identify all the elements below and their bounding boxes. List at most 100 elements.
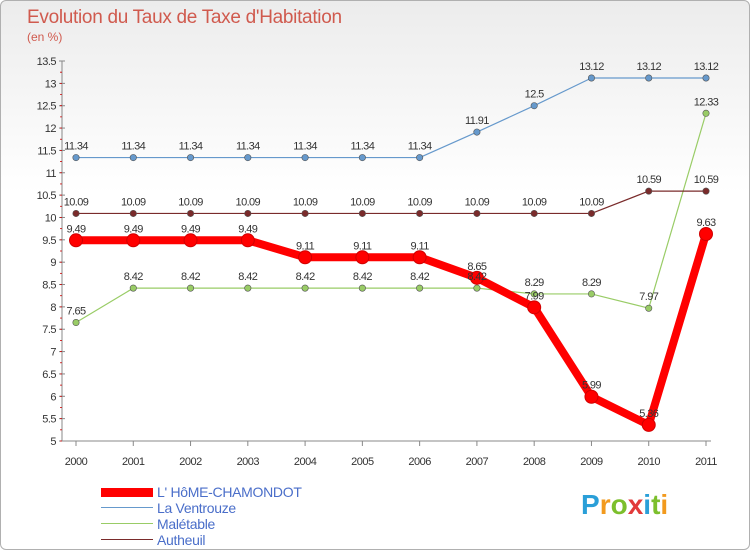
data-point xyxy=(412,250,427,265)
y-tick-label: 10.5 xyxy=(37,190,57,202)
data-point xyxy=(187,284,195,292)
data-point xyxy=(358,154,366,162)
data-point xyxy=(702,109,710,117)
x-tick-label: 2008 xyxy=(523,456,546,468)
data-point xyxy=(244,284,252,292)
data-label: 11.91 xyxy=(465,115,489,127)
y-tick-label: 8 xyxy=(50,302,56,314)
y-tick-label: 9.5 xyxy=(42,235,56,247)
data-label: 8.42 xyxy=(238,271,257,283)
data-point xyxy=(72,154,80,162)
x-tick-label: 2007 xyxy=(466,456,489,468)
data-point xyxy=(69,233,83,248)
brand-letter: t xyxy=(651,489,661,520)
data-label: 8.42 xyxy=(181,271,200,283)
data-point xyxy=(645,74,653,82)
data-label: 9.11 xyxy=(353,240,372,252)
data-label: 10.09 xyxy=(178,196,203,208)
data-label: 9.63 xyxy=(696,217,715,229)
legend-label: L' HôME-CHAMONDOT xyxy=(157,484,302,500)
data-label: 12.33 xyxy=(694,96,719,108)
legend-label: Malétable xyxy=(157,516,216,532)
y-tick-label: 5.5 xyxy=(42,414,56,426)
data-point xyxy=(469,270,484,285)
data-label: 8.42 xyxy=(353,271,372,283)
data-label: 11.34 xyxy=(408,141,432,153)
data-point xyxy=(473,209,481,217)
data-point xyxy=(416,154,424,162)
data-point xyxy=(244,154,252,162)
y-tick-label: 13.5 xyxy=(37,56,57,68)
data-point xyxy=(244,209,252,217)
data-label: 10.09 xyxy=(350,196,375,208)
y-tick-label: 12.5 xyxy=(37,101,57,113)
y-tick-label: 11 xyxy=(46,168,57,180)
legend-swatch xyxy=(101,523,153,524)
data-label: 9.49 xyxy=(238,223,257,235)
data-point xyxy=(473,284,481,292)
data-point xyxy=(183,233,198,248)
data-point xyxy=(587,74,595,82)
y-tick-label: 11.5 xyxy=(37,145,56,157)
data-point xyxy=(530,102,538,110)
data-label: 10.09 xyxy=(522,196,547,208)
data-label: 8.29 xyxy=(525,277,544,289)
data-point xyxy=(530,290,538,298)
x-tick-label: 2005 xyxy=(351,456,374,468)
data-label: 9.49 xyxy=(66,223,85,235)
data-point xyxy=(301,209,309,217)
y-tick-label: 5 xyxy=(50,436,56,448)
data-label: 10.09 xyxy=(579,196,604,208)
data-label: 11.34 xyxy=(351,141,375,153)
data-point xyxy=(645,187,653,195)
data-label: 11.34 xyxy=(236,141,260,153)
data-point xyxy=(358,209,366,217)
data-point xyxy=(584,389,599,404)
y-tick-label: 7 xyxy=(50,347,56,359)
data-point xyxy=(702,187,710,195)
series-line xyxy=(76,77,706,159)
data-label: 11.34 xyxy=(179,141,203,153)
x-tick-label: 2001 xyxy=(122,456,145,468)
data-label: 13.12 xyxy=(694,61,719,73)
data-label: 13.12 xyxy=(636,61,661,73)
data-point xyxy=(641,417,656,432)
y-tick-label: 10 xyxy=(45,212,57,224)
x-tick-label: 2006 xyxy=(408,456,431,468)
data-label: 9.49 xyxy=(124,223,143,235)
data-label: 8.65 xyxy=(467,261,486,273)
x-tick-label: 2003 xyxy=(237,456,260,468)
series-line xyxy=(76,232,710,429)
y-tick-label: 12 xyxy=(45,123,57,135)
x-tick-label: 2004 xyxy=(294,456,317,468)
y-tick-label: 8.5 xyxy=(42,280,56,292)
data-label: 11.34 xyxy=(64,141,88,153)
data-label: 5.99 xyxy=(582,380,601,392)
data-point xyxy=(72,209,80,217)
y-tick-label: 7.5 xyxy=(42,324,56,336)
data-label: 10.09 xyxy=(64,196,89,208)
data-label: 7.97 xyxy=(639,291,658,303)
x-tick-label: 2002 xyxy=(179,456,202,468)
data-point xyxy=(702,74,710,82)
data-point xyxy=(240,233,255,248)
legend-label: La Ventrouze xyxy=(157,500,236,516)
data-label: 9.11 xyxy=(411,240,430,252)
brand-letter: x xyxy=(627,489,644,520)
data-point xyxy=(187,154,195,162)
data-point xyxy=(416,209,424,217)
brand-letter: i xyxy=(643,489,652,520)
data-point xyxy=(298,250,313,265)
brand-logo: Proxiti xyxy=(581,489,668,521)
series-line xyxy=(75,113,707,324)
data-label: 8.42 xyxy=(467,271,486,283)
data-label: 10.09 xyxy=(293,196,318,208)
data-label: 10.09 xyxy=(465,196,490,208)
brand-letter: o xyxy=(610,489,628,520)
data-point xyxy=(358,284,366,292)
x-tick-label: 2011 xyxy=(695,456,717,468)
data-point xyxy=(301,154,309,162)
data-label: 9.49 xyxy=(181,223,200,235)
chart-subtitle: (en %) xyxy=(27,30,63,44)
